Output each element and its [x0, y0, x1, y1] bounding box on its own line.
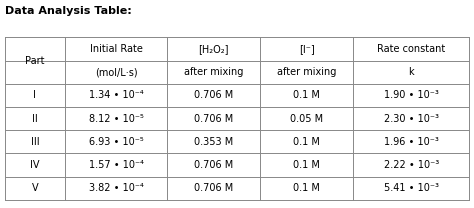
Text: (mol/L·s): (mol/L·s): [95, 67, 137, 77]
Text: Data Analysis Table:: Data Analysis Table:: [5, 6, 131, 16]
Text: 0.706 M: 0.706 M: [194, 90, 233, 100]
Text: 3.82 • 10⁻⁴: 3.82 • 10⁻⁴: [89, 183, 144, 193]
Text: V: V: [32, 183, 38, 193]
Text: 0.353 M: 0.353 M: [194, 137, 233, 147]
Text: 1.57 • 10⁻⁴: 1.57 • 10⁻⁴: [89, 160, 144, 170]
Text: 0.1 M: 0.1 M: [293, 160, 320, 170]
Text: 1.90 • 10⁻³: 1.90 • 10⁻³: [384, 90, 438, 100]
Text: 0.1 M: 0.1 M: [293, 183, 320, 193]
Text: 0.1 M: 0.1 M: [293, 137, 320, 147]
Text: after mixing: after mixing: [184, 67, 244, 77]
Text: after mixing: after mixing: [277, 67, 337, 77]
Text: 1.96 • 10⁻³: 1.96 • 10⁻³: [384, 137, 438, 147]
Text: Initial Rate: Initial Rate: [90, 44, 143, 54]
Text: [H₂O₂]: [H₂O₂]: [199, 44, 229, 54]
Text: Rate constant: Rate constant: [377, 44, 445, 54]
Text: [I⁻]: [I⁻]: [299, 44, 315, 54]
Text: 0.706 M: 0.706 M: [194, 114, 233, 124]
Text: 8.12 • 10⁻⁵: 8.12 • 10⁻⁵: [89, 114, 144, 124]
Text: Part: Part: [25, 56, 45, 66]
Text: I: I: [34, 90, 36, 100]
Text: 2.22 • 10⁻³: 2.22 • 10⁻³: [383, 160, 439, 170]
Text: 2.30 • 10⁻³: 2.30 • 10⁻³: [383, 114, 439, 124]
Text: 0.1 M: 0.1 M: [293, 90, 320, 100]
Text: III: III: [31, 137, 39, 147]
Text: 1.34 • 10⁻⁴: 1.34 • 10⁻⁴: [89, 90, 144, 100]
Text: 5.41 • 10⁻³: 5.41 • 10⁻³: [383, 183, 439, 193]
Text: 0.05 M: 0.05 M: [290, 114, 323, 124]
Text: II: II: [32, 114, 38, 124]
Text: 0.706 M: 0.706 M: [194, 183, 233, 193]
Text: 6.93 • 10⁻⁵: 6.93 • 10⁻⁵: [89, 137, 144, 147]
Text: 0.706 M: 0.706 M: [194, 160, 233, 170]
Text: k: k: [409, 67, 414, 77]
Text: IV: IV: [30, 160, 40, 170]
